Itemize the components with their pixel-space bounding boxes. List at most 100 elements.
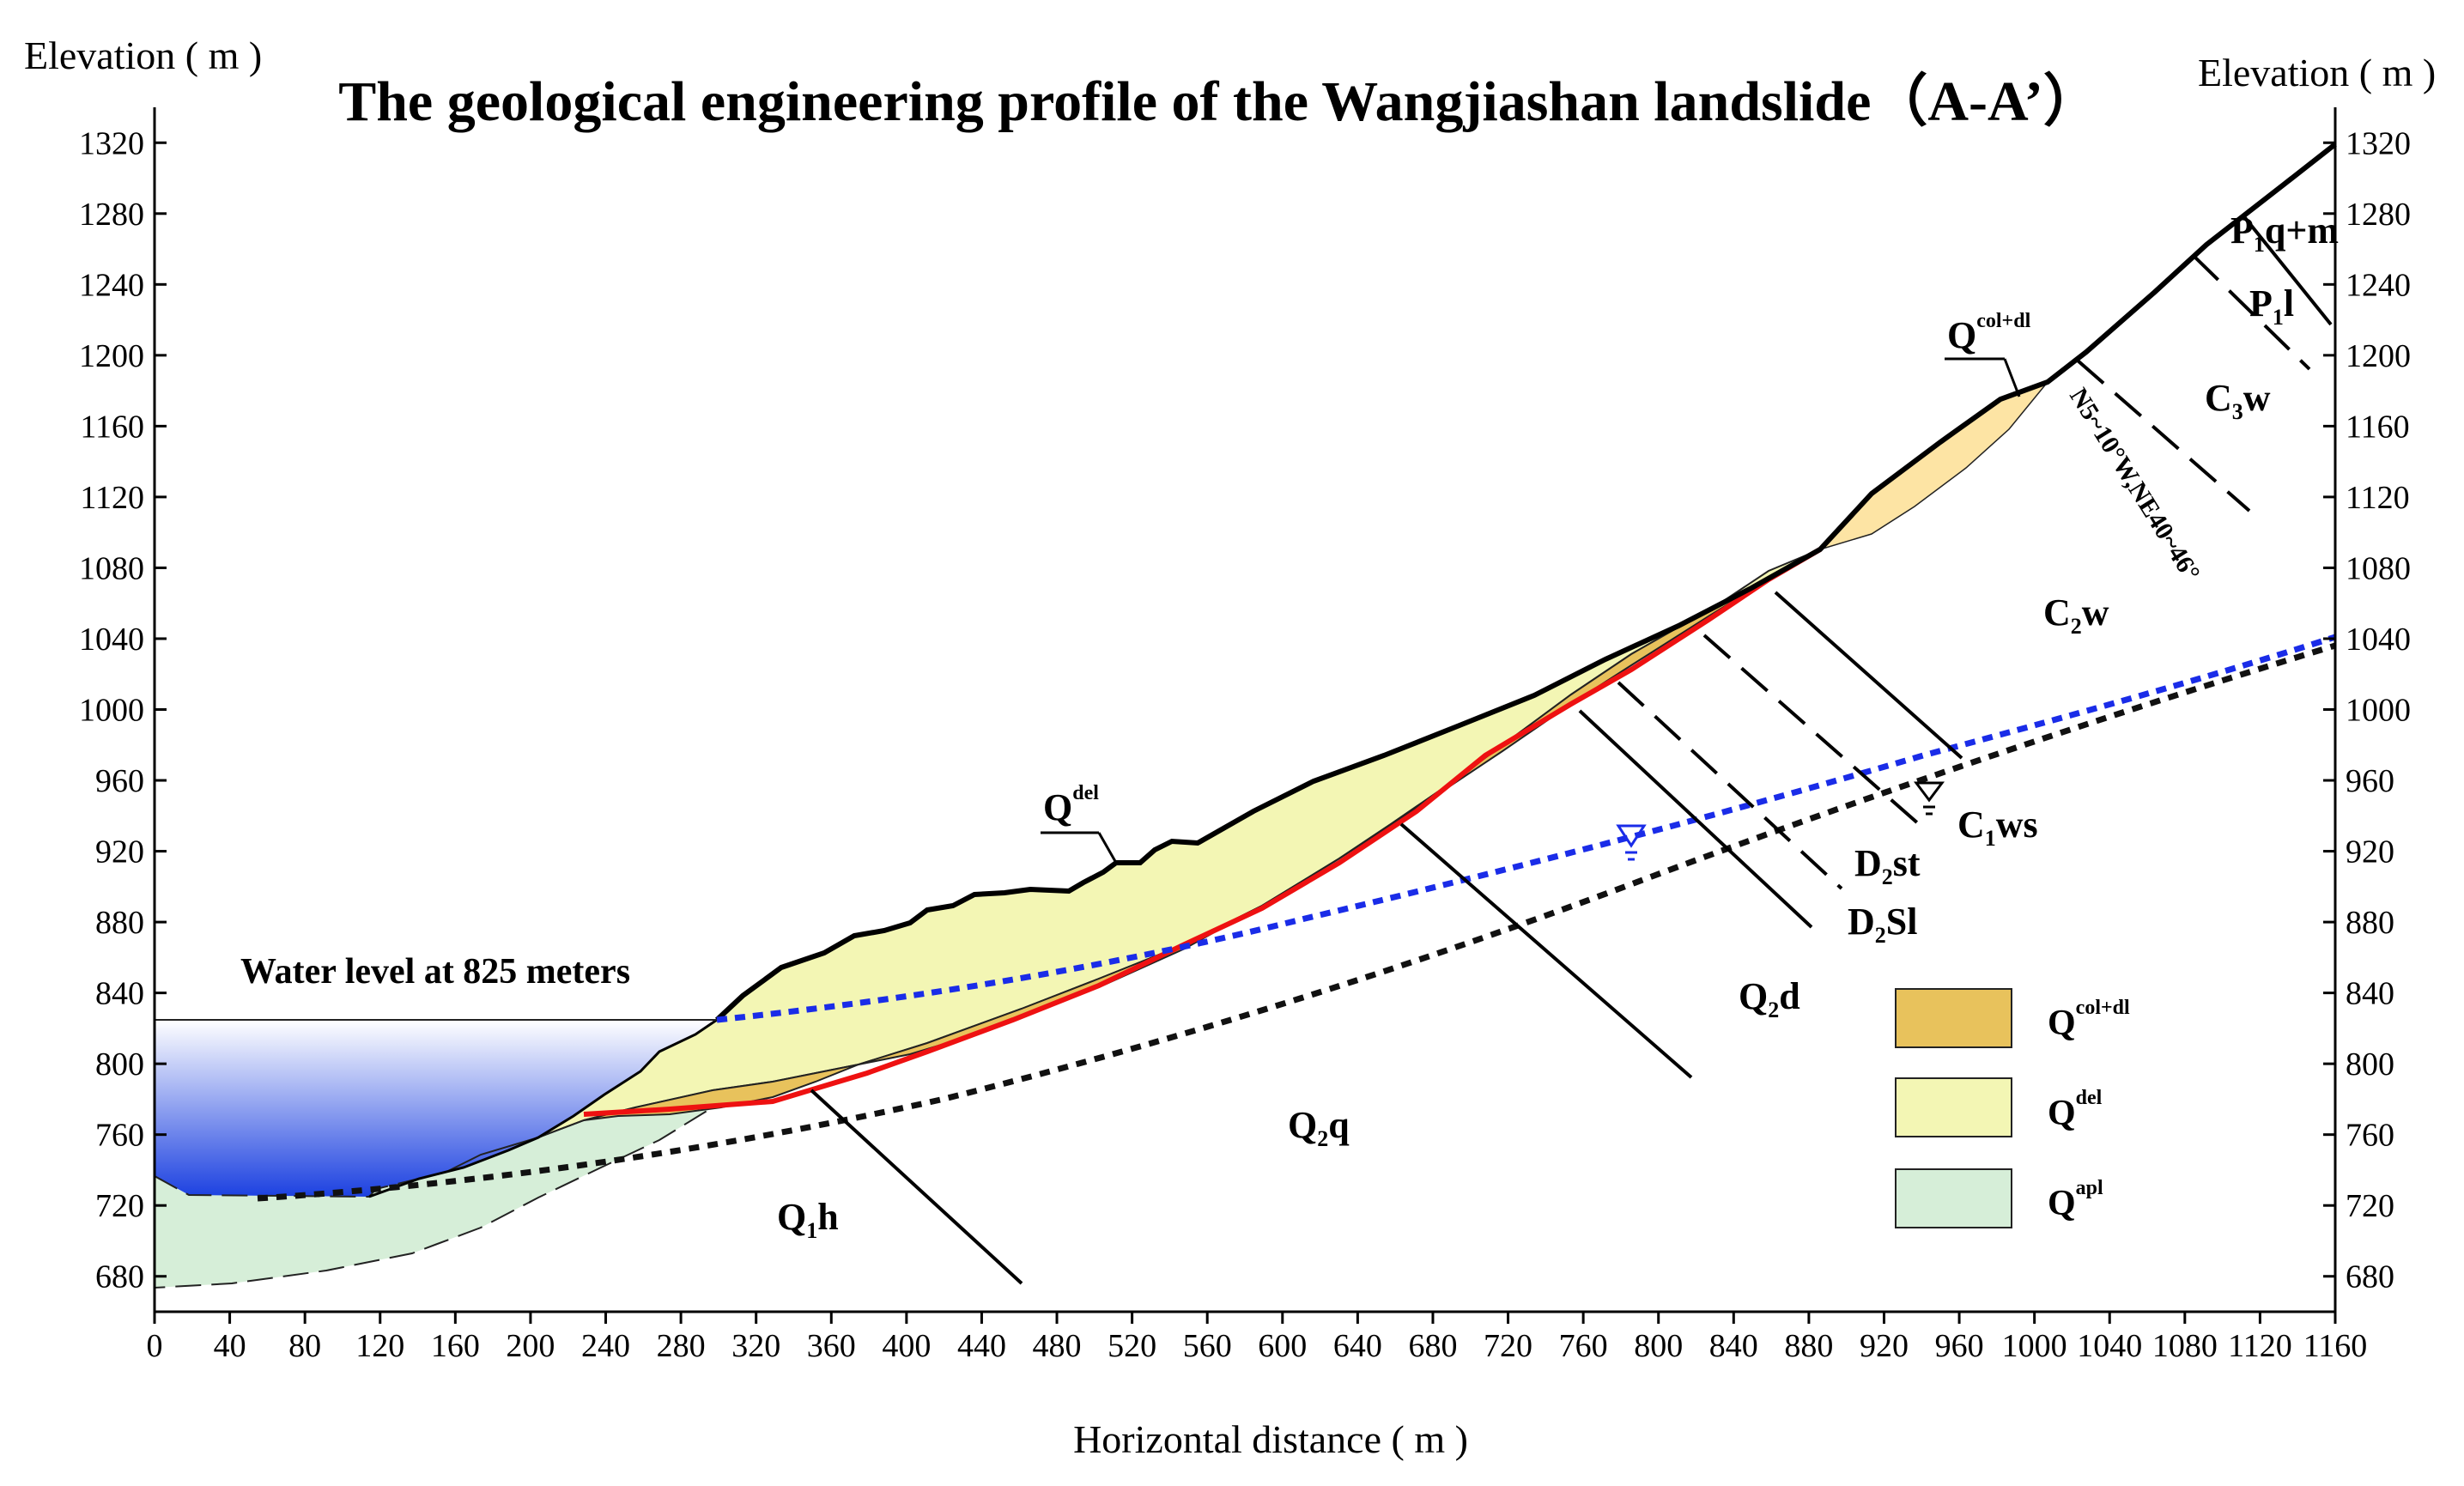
q-del-deposit — [537, 493, 1872, 1138]
x-tick-label: 1160 — [2303, 1328, 2368, 1364]
y-tick-label-left: 680 — [95, 1259, 144, 1295]
x-tick-label: 120 — [355, 1328, 404, 1364]
y-tick-label-left: 1240 — [79, 267, 144, 303]
unit-c3w: C3w — [2205, 377, 2271, 424]
y-tick-label-left: 720 — [95, 1188, 144, 1224]
boundary-q1h-q2q — [810, 1089, 1023, 1285]
qdel-callout-leader — [1097, 832, 1118, 864]
unit-q2d: Q2d — [1739, 975, 1800, 1022]
x-tick-label: 800 — [1634, 1328, 1683, 1364]
y-tick-label-left: 1200 — [79, 338, 144, 374]
x-tick-label: 520 — [1108, 1328, 1156, 1364]
y-tick-label-right: 760 — [2346, 1118, 2394, 1154]
diagram-title: The geological engineering profile of th… — [338, 70, 2100, 133]
boundary-d2st — [1617, 681, 1843, 890]
qcoldl-callout-leader — [2003, 358, 2021, 397]
water-table-marker-1 — [1616, 824, 1647, 861]
y-tick-label-right: 840 — [2346, 976, 2394, 1012]
unit-q2q: Q2q — [1288, 1104, 1350, 1151]
y-tick-label-right: 1000 — [2346, 693, 2411, 729]
x-tick-label: 640 — [1333, 1328, 1382, 1364]
boundary-p1l — [2192, 254, 2311, 371]
y-tick-label-left: 880 — [95, 905, 144, 941]
right-axis-label: Elevation ( m ) — [2198, 51, 2436, 94]
y-tick-label-right: 880 — [2346, 905, 2394, 941]
water-table-marker-2 — [1914, 781, 1945, 816]
y-tick-label-right: 1200 — [2346, 338, 2411, 374]
x-tick-label: 720 — [1484, 1328, 1532, 1364]
y-tick-label-left: 960 — [95, 763, 144, 799]
x-tick-label: 400 — [882, 1328, 931, 1364]
x-ticks: 0 40 80 120 160 200 240 280 320 360 400 440 480 520 56… — [147, 1312, 2368, 1364]
boundary-p1qm — [2241, 213, 2333, 326]
x-tick-label: 200 — [506, 1328, 555, 1364]
x-tick-label: 40 — [214, 1328, 246, 1364]
ground-surface — [714, 142, 2337, 1022]
y-tick-label-right: 920 — [2346, 834, 2394, 870]
legend-label-coldl: Qcol+dl — [2048, 997, 2130, 1043]
q-coldl-upper-wedge — [1818, 380, 2050, 551]
boundary-d2st-2 — [1702, 634, 1921, 826]
water-level-label: Water level at 825 meters — [240, 952, 630, 992]
x-tick-label: 1080 — [2152, 1328, 2218, 1364]
y-tick-label-right: 720 — [2346, 1188, 2394, 1224]
y-tick-label-left: 800 — [95, 1046, 144, 1083]
y-tick-label-left: 1160 — [80, 409, 144, 445]
sliding-surface — [583, 547, 1822, 1117]
y-tick-label-right: 1320 — [2346, 125, 2411, 161]
boundary-c2w-c3w — [2076, 359, 2251, 513]
y-tick-label-left: 760 — [95, 1118, 144, 1154]
legend-swatch-del — [1895, 1077, 2012, 1137]
reservoir-water — [155, 1020, 717, 1198]
x-tick-label: 440 — [957, 1328, 1006, 1364]
y-tick-label-right: 1040 — [2346, 622, 2411, 658]
unit-p1qm: P1q+m — [2230, 209, 2339, 257]
boundary-q2q-q2d — [1399, 822, 1693, 1079]
x-tick-label: 920 — [1860, 1328, 1909, 1364]
unit-q1h: Q1h — [777, 1196, 839, 1243]
x-tick-label: 160 — [431, 1328, 480, 1364]
x-tick-label: 560 — [1183, 1328, 1232, 1364]
x-tick-label: 0 — [147, 1328, 163, 1364]
y-tick-label-right: 800 — [2346, 1046, 2394, 1083]
y-tick-label-right: 1160 — [2346, 409, 2410, 445]
y-tick-label-right: 1080 — [2346, 550, 2411, 586]
x-tick-label: 1120 — [2228, 1328, 2292, 1364]
y-tick-label-left: 1280 — [79, 197, 144, 233]
x-tick-label: 680 — [1408, 1328, 1457, 1364]
y-tick-label-left: 920 — [95, 834, 144, 870]
legend-label-del: Qdel — [2048, 1087, 2103, 1133]
x-axis-label: Horizontal distance ( m ) — [1073, 1417, 1468, 1461]
x-tick-label: 480 — [1033, 1328, 1082, 1364]
legend-label-apl: Qapl — [2048, 1177, 2103, 1223]
unit-d2st: D2st — [1854, 842, 1921, 889]
y-tick-label-left: 1000 — [79, 693, 144, 729]
y-tick-label-right: 1240 — [2346, 267, 2411, 303]
unit-d2sl: D2Sl — [1848, 901, 1917, 948]
y-tick-label-left: 1080 — [79, 550, 144, 586]
legend-swatch-apl — [1895, 1168, 2012, 1228]
qcoldl-callout-label: Qcol+dl — [1947, 310, 2031, 356]
qdel-callout-label: Qdel — [1043, 782, 1099, 828]
y-tick-label-right: 1280 — [2346, 197, 2411, 233]
x-tick-label: 80 — [288, 1328, 321, 1364]
y-tick-label-left: 1320 — [79, 125, 144, 161]
x-tick-label: 1000 — [2002, 1328, 2067, 1364]
x-tick-label: 880 — [1784, 1328, 1833, 1364]
legend: Qcol+dl Qdel Qapl — [1895, 988, 2130, 1228]
x-tick-label: 240 — [581, 1328, 630, 1364]
x-tick-label: 280 — [657, 1328, 706, 1364]
x-tick-label: 960 — [1935, 1328, 1984, 1364]
left-axis-label: Elevation ( m ) — [24, 33, 262, 77]
legend-swatch-coldl — [1895, 988, 2012, 1048]
left-y-ticks: 680 720 760 800 840 880 920 960 1000 1040 1080 1120… — [79, 125, 167, 1295]
unit-c1ws: C1ws — [1957, 804, 2038, 851]
ground-surface-lower — [368, 1018, 718, 1198]
unit-p1l: P1l — [2249, 282, 2294, 330]
y-tick-label-right: 960 — [2346, 763, 2394, 799]
y-tick-label-right: 680 — [2346, 1259, 2394, 1295]
y-tick-label-left: 1040 — [79, 622, 144, 658]
y-tick-label-left: 1120 — [80, 480, 144, 516]
y-tick-label-right: 1120 — [2346, 480, 2410, 516]
